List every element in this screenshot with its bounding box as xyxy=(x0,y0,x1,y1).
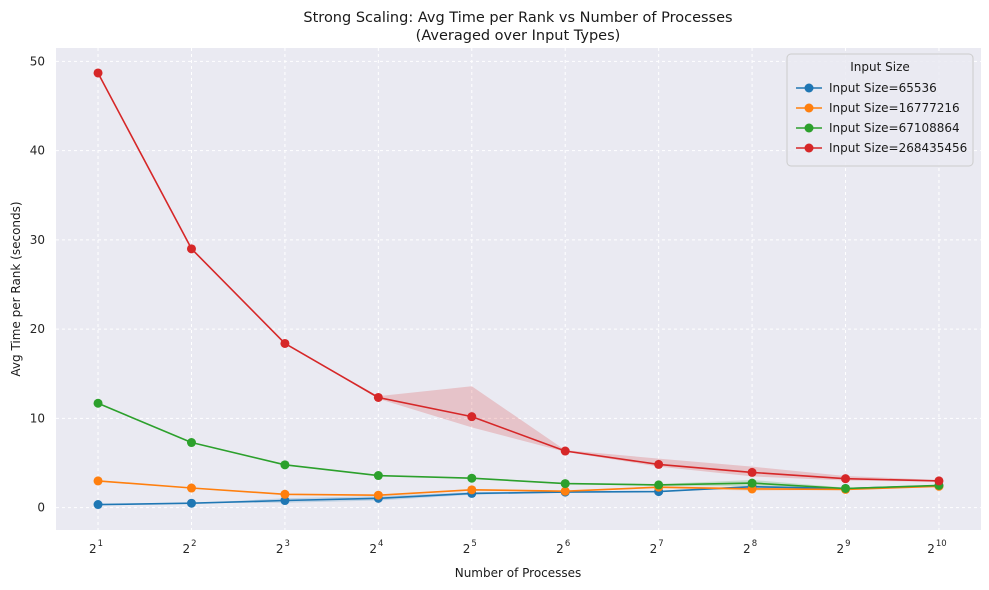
data-point xyxy=(747,478,757,488)
x-tick-label: 28 xyxy=(743,539,757,556)
data-point xyxy=(186,438,196,448)
legend-marker xyxy=(804,143,814,153)
data-point xyxy=(186,244,196,254)
legend-label: Input Size=16777216 xyxy=(829,101,960,115)
data-point xyxy=(186,498,196,508)
data-point xyxy=(560,486,570,496)
series-line xyxy=(97,402,940,490)
confidence-band xyxy=(98,480,939,496)
series-line xyxy=(97,485,940,506)
legend-box xyxy=(786,53,974,167)
y-tick-label: 50 xyxy=(30,54,45,68)
x-tick-label: 23 xyxy=(276,539,290,556)
y-tick-label: 40 xyxy=(30,144,45,158)
legend-label: Input Size=67108864 xyxy=(829,121,960,135)
data-points xyxy=(93,68,944,510)
data-point xyxy=(186,483,196,493)
chart-title: Strong Scaling: Avg Time per Rank vs Num… xyxy=(303,10,732,26)
x-tick-label: 21 xyxy=(89,539,103,556)
data-point xyxy=(93,398,103,408)
data-point xyxy=(373,471,383,481)
data-point xyxy=(841,483,851,493)
x-axis-label: Number of Processes xyxy=(455,566,582,580)
x-tick-label: 25 xyxy=(463,539,477,556)
data-point xyxy=(280,496,290,506)
data-point xyxy=(560,446,570,456)
data-point xyxy=(934,476,944,486)
y-tick-label: 30 xyxy=(30,233,45,247)
data-point xyxy=(467,473,477,483)
data-point xyxy=(93,476,103,486)
data-point xyxy=(654,459,664,469)
data-point xyxy=(747,467,757,477)
data-point xyxy=(280,489,290,499)
y-tick-label: 20 xyxy=(30,322,45,336)
x-tick-label: 29 xyxy=(836,539,850,556)
data-point xyxy=(93,500,103,510)
data-point xyxy=(280,460,290,470)
legend-marker xyxy=(804,103,814,113)
data-point xyxy=(467,485,477,495)
data-point xyxy=(373,392,383,402)
legend-marker xyxy=(804,123,814,133)
legend-title: Input Size xyxy=(850,60,910,74)
x-tick-label: 210 xyxy=(927,539,946,556)
y-tick-label: 10 xyxy=(30,411,45,425)
x-tick-label: 24 xyxy=(369,539,383,556)
legend: Input Size Input Size=65536 Input Size=16… xyxy=(786,53,974,167)
data-point xyxy=(560,479,570,489)
x-tick-label: 22 xyxy=(182,539,196,556)
data-point xyxy=(280,338,290,348)
series-lines xyxy=(97,72,940,506)
y-tick-labels: 0 10 20 30 40 50 xyxy=(30,54,45,514)
series-line xyxy=(97,480,940,497)
legend-label: Input Size=268435456 xyxy=(829,141,967,155)
x-tick-labels: 21 22 23 24 25 26 27 28 29 210 xyxy=(89,539,947,556)
y-axis-label: Avg Time per Rank (seconds) xyxy=(9,201,23,376)
x-tick-label: 27 xyxy=(650,539,664,556)
chart-subtitle: (Averaged over Input Types) xyxy=(416,28,621,44)
data-point xyxy=(373,490,383,500)
legend-marker xyxy=(804,83,814,93)
data-point xyxy=(467,412,477,422)
data-point xyxy=(841,474,851,484)
x-tick-label: 26 xyxy=(556,539,570,556)
y-tick-label: 0 xyxy=(37,501,45,515)
legend-label: Input Size=65536 xyxy=(829,81,937,95)
data-point xyxy=(93,68,103,78)
series-line xyxy=(97,72,940,482)
data-point xyxy=(654,480,664,490)
